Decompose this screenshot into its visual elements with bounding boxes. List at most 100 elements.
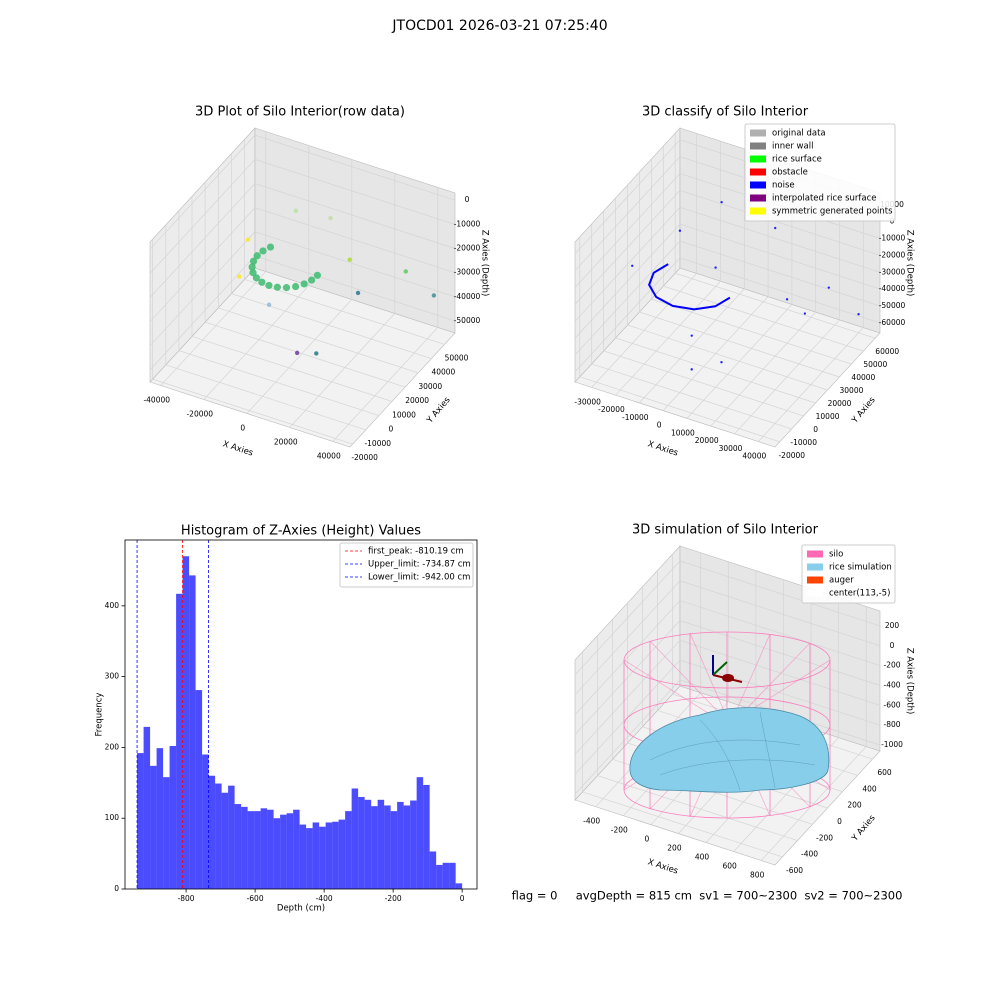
hist-bar	[267, 809, 274, 889]
hist-bar	[455, 883, 463, 889]
auger	[712, 655, 743, 683]
y-tick-label: -200	[816, 833, 833, 842]
z-tick-label: 0	[890, 641, 895, 650]
x-tick-label: 20000	[274, 437, 298, 446]
hist-bar	[403, 805, 411, 889]
hist-bar	[325, 822, 333, 889]
y-tick-label: -10000	[790, 438, 817, 447]
z-tick-label: -20000	[454, 244, 481, 253]
x-tick-label: -30000	[574, 397, 601, 406]
subplot-title: 3D classify of Silo Interior	[642, 105, 809, 120]
z-tick-label: -40000	[879, 284, 906, 293]
z-grid-line	[149, 231, 456, 347]
z-grid-line	[574, 240, 881, 356]
hist-bar	[215, 783, 222, 889]
hist-bar	[299, 824, 307, 889]
hist-bar	[377, 799, 385, 889]
z-grid-line	[149, 183, 456, 298]
subplot-title: Histogram of Z-Axies (Height) Values	[181, 524, 421, 539]
z-tick-label: -10000	[454, 219, 481, 228]
x-tick-label: 800	[750, 871, 765, 880]
y-grid-line	[627, 185, 828, 391]
y-grid-line	[178, 210, 380, 416]
y-tick-label: 200	[105, 742, 120, 751]
hist-bar	[358, 796, 365, 889]
y-axis-label: Y Axies	[850, 395, 878, 426]
legend-label: silo	[829, 550, 843, 560]
silo-simulation	[623, 631, 831, 819]
point	[785, 298, 789, 301]
hist-bar	[202, 754, 209, 889]
hist-bar	[163, 777, 170, 889]
x-grid-line	[160, 131, 267, 386]
hist-bar	[442, 862, 450, 889]
point	[273, 283, 281, 291]
y-grid-line	[152, 239, 353, 445]
x-tick-label: 20000	[695, 436, 719, 445]
point	[720, 361, 723, 364]
z-tick-label: -200	[883, 661, 900, 670]
point	[266, 302, 272, 307]
legend-swatch	[750, 155, 766, 163]
x-tick-label: -40000	[143, 395, 170, 404]
hist-bar	[260, 808, 268, 889]
legend-swatch	[750, 181, 766, 189]
point	[253, 252, 261, 260]
hist-bar	[416, 777, 424, 889]
point	[431, 293, 437, 298]
hist-bar	[208, 775, 216, 889]
point	[259, 247, 267, 255]
y-tick-label: -10000	[364, 439, 391, 448]
point	[282, 284, 291, 292]
legend-swatch	[807, 550, 823, 558]
legend-label: rice surface	[772, 155, 822, 165]
z-axis-label: Z Axies (Depth)	[480, 230, 490, 297]
z-grid-line	[574, 223, 881, 339]
z-tick-label: -10000	[879, 234, 906, 243]
x-tick-label: -10000	[622, 413, 649, 422]
hist-bar	[234, 804, 242, 889]
x-tick-label: 0	[657, 421, 662, 430]
point	[237, 274, 242, 279]
y-grid-line	[165, 224, 366, 431]
x-tick-label: -600	[247, 894, 264, 903]
z-grid-line	[574, 189, 881, 305]
y-tick-label: 400	[862, 784, 877, 793]
x-grid-line	[758, 187, 864, 442]
hist-bar	[176, 593, 183, 889]
point	[355, 290, 361, 296]
x-tick-label: 0	[644, 835, 649, 844]
y-tick-label: 600	[877, 768, 892, 777]
z-grid-line	[574, 600, 881, 715]
x-grid-line	[246, 159, 353, 414]
z-grid-line	[574, 580, 881, 696]
point	[631, 264, 634, 267]
point	[774, 226, 777, 230]
point	[313, 271, 322, 279]
x-grid-line	[332, 187, 439, 442]
z-grid-line	[574, 620, 881, 735]
status-text: flag = 0 avgDepth = 815 cm sv1 = 700~230…	[512, 889, 903, 903]
legend-label: obstacle	[772, 168, 808, 178]
x-grid-line	[734, 179, 840, 435]
x-tick-label: 0	[240, 423, 245, 432]
y-axis-label: Frequency	[95, 693, 105, 737]
y-tick-label: 30000	[418, 382, 442, 391]
hist-bar	[371, 806, 378, 889]
legend-label: interpolated rice surface	[772, 194, 877, 204]
y-tick-label: 20000	[828, 399, 852, 408]
x-tick-label: 600	[722, 862, 737, 871]
figure-title: JTOCD01 2026-03-21 07:25:40	[391, 18, 607, 34]
auger-head	[722, 674, 734, 682]
z-grid-line	[574, 560, 881, 676]
legend-label: first_peak: -810.19 cm	[368, 547, 464, 557]
y-tick-label: 400	[105, 601, 120, 610]
z-grid-line	[574, 639, 881, 755]
hist-bar	[429, 851, 437, 889]
legend-label: auger	[829, 576, 854, 586]
legend-label: rice simulation	[829, 563, 892, 573]
hist-bar	[351, 788, 359, 889]
point	[248, 263, 256, 271]
hist-bar	[254, 811, 261, 889]
y-tick-label: 0	[388, 425, 393, 434]
